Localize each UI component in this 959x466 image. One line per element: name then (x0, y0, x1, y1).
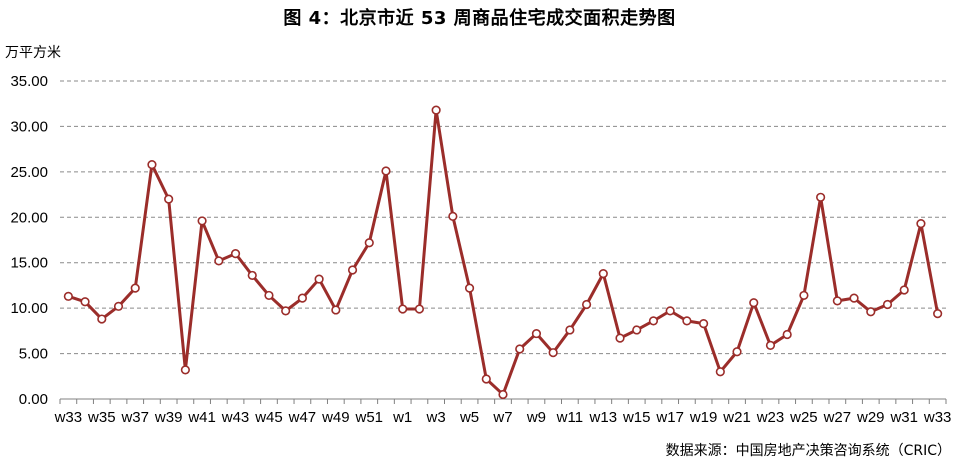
data-point (581, 299, 592, 310)
x-tick-label: w19 (689, 409, 718, 426)
x-tick-label: w31 (889, 409, 918, 426)
series-points (63, 105, 943, 400)
data-point (80, 297, 90, 307)
y-tick-label: 5.00 (19, 346, 48, 363)
x-tick-label: w25 (789, 409, 818, 426)
data-point (297, 293, 307, 303)
source-note: 数据来源：中国房地产决策咨询系统（CRIC） (665, 443, 951, 459)
y-axis-ticks: 0.00 5.00 10.00 15.00 20.00 25.00 30.00 35.00 (10, 73, 48, 408)
data-point (448, 211, 458, 221)
data-point (347, 265, 358, 275)
x-tick-label: w29 (856, 409, 885, 426)
data-point (498, 389, 508, 400)
data-point (314, 274, 324, 284)
x-tick-label: w47 (288, 409, 317, 426)
data-point (916, 219, 926, 229)
chart-title: 图 4：北京市近 53 周商品住宅成交面积走势图 (283, 8, 676, 29)
x-tick-label: w3 (426, 409, 446, 426)
data-point (164, 194, 174, 204)
data-point (866, 307, 876, 317)
x-tick-label: w21 (722, 409, 751, 426)
x-tick-label: w33 (54, 409, 83, 426)
x-tick-label: w23 (756, 409, 785, 426)
data-point (749, 298, 759, 308)
x-tick-label: w5 (459, 409, 479, 426)
x-tick-label: w7 (492, 409, 512, 426)
data-point (665, 306, 675, 316)
data-point (264, 290, 274, 301)
data-point (899, 285, 909, 295)
x-tick-label: w51 (354, 409, 383, 426)
data-point (615, 333, 625, 343)
data-point (364, 238, 374, 248)
x-tick-label: w17 (655, 409, 684, 426)
x-tick-label: w49 (321, 409, 350, 426)
data-point (933, 308, 943, 319)
data-point (515, 344, 525, 354)
data-point (247, 270, 257, 281)
data-point (816, 192, 826, 202)
y-tick-label: 25.00 (10, 164, 48, 181)
data-point (598, 269, 608, 279)
x-tick-label: w43 (221, 409, 250, 426)
data-point (648, 316, 659, 326)
series-polyline (67, 108, 940, 396)
data-point (782, 329, 792, 340)
x-tick-label: w35 (87, 409, 116, 426)
x-tick-label: w13 (589, 409, 618, 426)
data-point (548, 348, 558, 358)
data-point (799, 290, 809, 301)
x-tick-label: w45 (254, 409, 283, 426)
data-point (97, 314, 107, 324)
data-point (765, 340, 776, 350)
x-tick-label: w27 (823, 409, 852, 426)
x-tick-label: w37 (120, 409, 149, 426)
data-point (565, 325, 575, 335)
data-point (531, 328, 542, 339)
y-tick-label: 0.00 (19, 391, 48, 408)
data-point (398, 304, 408, 314)
data-point (147, 159, 157, 170)
data-point (180, 365, 190, 375)
data-point (715, 367, 725, 377)
data-point (214, 256, 224, 266)
series-line (67, 108, 940, 396)
x-tick-label: w11 (556, 409, 583, 426)
y-axis-unit-label: 万平方米 (5, 45, 61, 61)
x-tick-label: w39 (154, 409, 183, 426)
data-point (849, 293, 859, 303)
x-tick-label: w41 (187, 409, 216, 426)
data-point (414, 304, 425, 314)
x-tick-label: w1 (392, 409, 412, 426)
data-point (331, 305, 341, 315)
data-point (682, 316, 692, 326)
data-point (431, 105, 441, 115)
x-tick-label: w15 (622, 409, 651, 426)
data-point (381, 166, 391, 176)
data-point (281, 306, 291, 316)
y-tick-label: 30.00 (10, 118, 48, 135)
y-tick-label: 35.00 (10, 73, 48, 90)
x-axis-ticks: w33 w35 w37 w39 w41 w43 w45 w47 w49 w51 w1 w3 w5 w7 w9… (54, 409, 952, 426)
y-tick-label: 20.00 (10, 209, 48, 226)
data-point (732, 347, 742, 357)
x-axis (59, 398, 947, 404)
data-point (63, 291, 73, 301)
data-point (832, 296, 842, 306)
data-point (197, 216, 207, 226)
data-point (464, 283, 475, 293)
y-tick-label: 15.00 (10, 255, 48, 272)
data-point (113, 301, 124, 311)
data-point (632, 325, 642, 335)
data-point (481, 374, 491, 384)
data-point (699, 318, 709, 329)
data-point (230, 249, 241, 259)
data-point (882, 299, 893, 310)
y-tick-label: 10.00 (10, 300, 48, 317)
data-point (130, 283, 140, 293)
x-tick-label: w33 (923, 409, 952, 426)
x-tick-label: w9 (526, 409, 546, 426)
